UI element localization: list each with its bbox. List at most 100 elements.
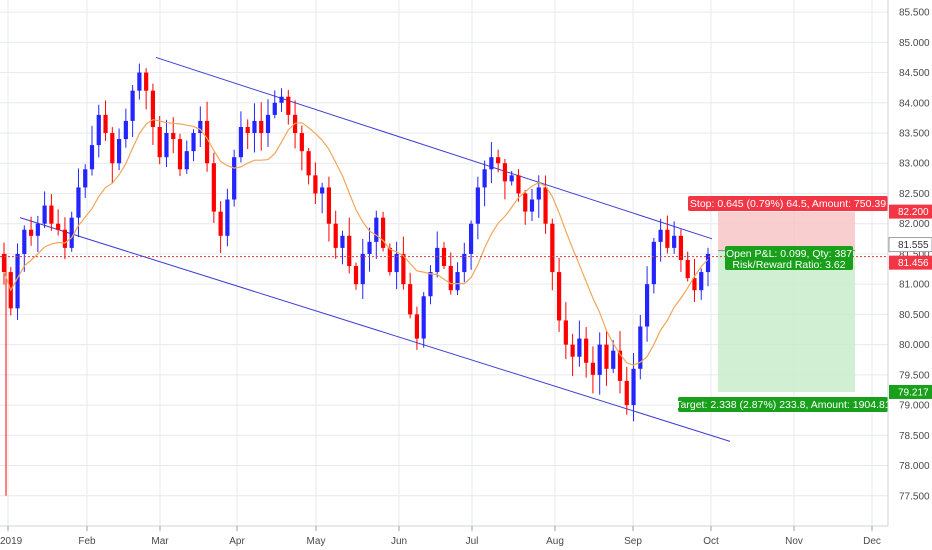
- candle-up: [455, 272, 460, 291]
- candle-up: [631, 368, 636, 406]
- candle-up: [529, 199, 535, 212]
- candle-up: [320, 187, 325, 194]
- price-tick-label: 81.500: [899, 249, 930, 260]
- time-tick-label: Oct: [703, 536, 719, 547]
- channel-lower-line: [19, 217, 731, 442]
- candle-up: [35, 223, 40, 236]
- candle-up: [116, 139, 122, 164]
- candle-down: [414, 314, 420, 339]
- candle-up: [42, 205, 47, 224]
- price-tick-label: 78.500: [899, 431, 930, 442]
- candle-down: [299, 133, 304, 152]
- svg-text:82.200: 82.200: [898, 207, 929, 218]
- candle-up: [360, 253, 365, 285]
- candle-up: [89, 145, 95, 170]
- price-tick-label: 79.000: [899, 401, 930, 412]
- time-tick-label: Apr: [229, 536, 245, 547]
- candle-up: [638, 326, 643, 369]
- candle-down: [563, 320, 568, 345]
- position-zones: [718, 211, 855, 392]
- candle-down: [211, 163, 216, 212]
- candle-up: [340, 235, 345, 248]
- candle-down: [448, 266, 453, 291]
- candle-up: [184, 151, 189, 170]
- candle-up: [482, 169, 487, 188]
- time-tick-label: Sep: [624, 536, 642, 547]
- price-tick-label: 83.000: [899, 159, 930, 170]
- candle-down: [62, 229, 68, 248]
- target-price-tag: 79.217: [889, 384, 932, 399]
- time-tick-label: Feb: [78, 536, 96, 547]
- candle-up: [597, 344, 602, 375]
- time-tick-label: Aug: [546, 536, 564, 547]
- price-tick-label: 85.000: [899, 38, 930, 49]
- candle-up: [137, 72, 142, 91]
- price-tick-label: 78.000: [899, 461, 930, 472]
- candle-down: [103, 114, 108, 134]
- price-tick-label: 81.000: [899, 280, 930, 291]
- candle-up: [191, 133, 196, 152]
- candle-up: [651, 241, 656, 285]
- candle-down: [401, 253, 406, 285]
- price-tick-label: 84.500: [899, 68, 930, 79]
- candle-up: [421, 296, 426, 339]
- price-axis-bg: [888, 0, 932, 550]
- candle-up: [279, 96, 284, 103]
- price-tick-label: 79.500: [899, 370, 930, 381]
- candle-down: [543, 187, 548, 224]
- candle-down: [624, 380, 629, 406]
- candle-down: [157, 126, 162, 158]
- candle-down: [110, 133, 115, 164]
- candle-up: [164, 133, 169, 158]
- candle-down: [56, 223, 61, 230]
- candle-down: [353, 266, 359, 285]
- candle-down: [204, 120, 210, 164]
- candle-down: [218, 211, 223, 236]
- candle-up: [232, 157, 237, 200]
- target-label-box: Target: 2.338 (2.87%) 233.8, Amount: 190…: [675, 397, 891, 412]
- candle-up: [69, 217, 74, 248]
- candle-up: [468, 223, 474, 254]
- price-axis[interactable]: 85.500 85.000 84.500 84.000 83.500 83.000 82.5…: [887, 0, 932, 550]
- price-tick-label: 80.500: [899, 310, 930, 321]
- candle-down: [496, 157, 501, 164]
- candle-down: [1, 253, 7, 273]
- candle-up: [611, 350, 616, 369]
- time-tick-label: Nov: [785, 536, 803, 547]
- candle-down: [387, 247, 392, 273]
- price-tick-label: 82.000: [899, 219, 930, 230]
- candle-down: [28, 229, 34, 236]
- trend-channel: [19, 56, 731, 442]
- candle-down: [550, 223, 555, 273]
- time-tick-label: Mar: [151, 536, 169, 547]
- stop-label-box: Stop: 0.645 (0.79%) 64.5, Amount: 750.39: [688, 196, 888, 211]
- candle-up: [272, 102, 277, 115]
- stop-zone: [718, 211, 855, 251]
- candle-up: [394, 253, 399, 273]
- candle-up: [462, 253, 467, 273]
- candle-up: [367, 241, 372, 254]
- candle-up: [509, 175, 514, 182]
- price-tick-label: 77.500: [899, 491, 930, 502]
- ask-price-tag: 81.555: [888, 237, 932, 253]
- time-tick-label: Jul: [466, 536, 479, 547]
- candle-down: [617, 350, 623, 381]
- svg-text:81.555: 81.555: [898, 240, 929, 251]
- candle-down: [49, 205, 54, 224]
- candle-down: [245, 126, 250, 134]
- target-label: Target: 2.338 (2.87%) 233.8, Amount: 190…: [675, 399, 891, 411]
- open-pnl-label: Open P&L: 0.099, Qty: 387: [726, 248, 852, 260]
- candle-down: [144, 72, 149, 91]
- price-tick-label: 82.500: [899, 189, 930, 200]
- candle-down: [584, 338, 589, 363]
- candle-down: [380, 217, 386, 248]
- time-tick-label: Dec: [863, 536, 881, 547]
- time-axis-bg: [0, 526, 888, 550]
- candles: [1, 63, 711, 496]
- candle-down: [523, 193, 528, 212]
- time-axis[interactable]: 2019 Feb Mar Apr May Jun Jul Aug Sep Oct Nov Dec: [0, 525, 888, 550]
- candle-up: [374, 217, 379, 242]
- candle-up: [577, 338, 582, 357]
- time-tick-label: May: [307, 536, 326, 547]
- stop-label: Stop: 0.645 (0.79%) 64.5, Amount: 750.39: [690, 198, 886, 210]
